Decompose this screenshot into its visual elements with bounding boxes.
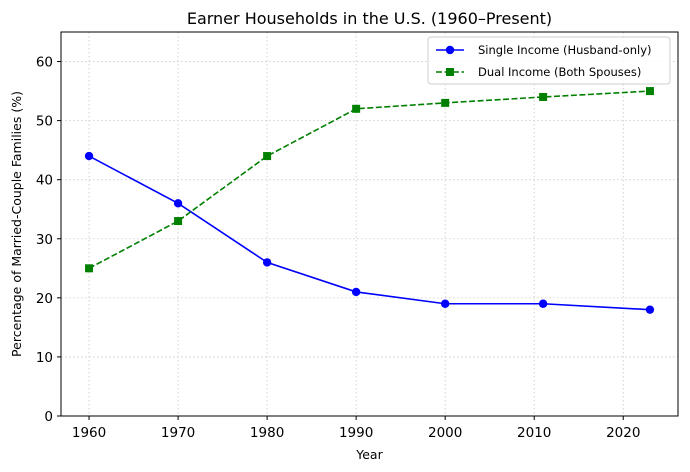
data-point-single-income <box>351 287 361 297</box>
legend-label-dual-income: Dual Income (Both Spouses) <box>478 65 641 79</box>
tick-layer: 1960 1970 1980 1990 2000 2010 2020 0 10 20 30 40 50 6… <box>36 55 641 441</box>
x-tick-label: 2010 <box>517 425 551 441</box>
x-axis-label: Year <box>355 447 383 462</box>
series-layer <box>84 87 655 314</box>
y-axis-label: Percentage of Married-Couple Families (%… <box>9 91 24 357</box>
data-point-single-income <box>440 299 450 308</box>
data-point-single-income <box>173 199 183 208</box>
y-tick-label: 20 <box>36 291 53 307</box>
data-point-single-income <box>262 258 272 267</box>
legend-label-single-income: Single Income (Husband-only) <box>478 43 652 57</box>
y-tick-label: 0 <box>44 409 53 425</box>
data-point-dual-income <box>263 152 272 161</box>
y-tick-label: 10 <box>36 350 53 366</box>
x-tick-label: 2020 <box>606 425 640 441</box>
y-tick-label: 60 <box>36 55 53 71</box>
legend-marker-single-income <box>445 45 455 55</box>
legend: Single Income (Husband-only) Dual Income… <box>427 36 671 85</box>
data-point-dual-income <box>352 104 361 113</box>
data-point-dual-income <box>645 87 654 96</box>
data-point-dual-income <box>539 92 548 101</box>
x-tick-label: 1970 <box>161 425 195 441</box>
y-tick-label: 40 <box>36 173 53 189</box>
x-tick-label: 1990 <box>339 425 373 441</box>
legend-marker-dual-income <box>446 68 454 76</box>
y-tick-label: 30 <box>36 232 53 248</box>
data-point-dual-income <box>174 217 183 226</box>
y-tick-label: 50 <box>36 114 53 130</box>
data-point-single-income <box>645 305 655 314</box>
chart-title: Earner Households in the U.S. (1960–Pres… <box>187 9 552 28</box>
x-tick-label: 1960 <box>72 425 106 441</box>
x-tick-label: 1980 <box>250 425 284 441</box>
x-tick-label: 2000 <box>428 425 462 441</box>
data-point-single-income <box>538 299 548 308</box>
axes-frame <box>60 31 679 417</box>
data-point-single-income <box>84 151 94 161</box>
legend-box <box>427 36 671 85</box>
plot-area: 1960 1970 1980 1990 2000 2010 2020 0 10 20 30 40 50 6… <box>36 31 679 441</box>
data-point-dual-income <box>441 98 450 107</box>
data-point-dual-income <box>85 264 94 273</box>
